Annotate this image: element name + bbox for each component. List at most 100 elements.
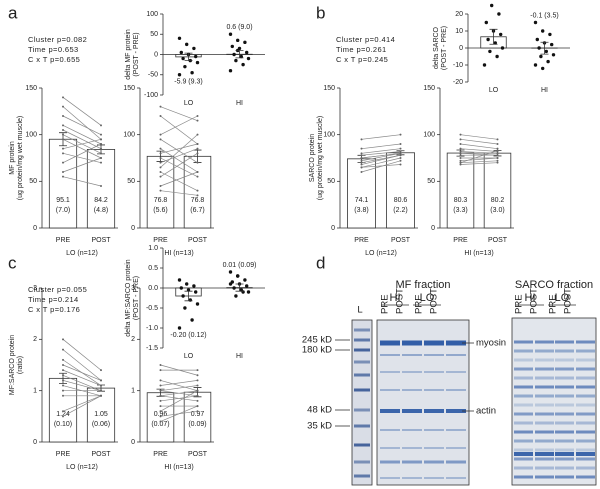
x-axis-label: LO (n=12) — [66, 250, 98, 257]
subject-point — [159, 152, 162, 155]
subject-line — [361, 152, 401, 159]
marker-label: 180 kD — [302, 345, 332, 356]
gel-band — [555, 367, 574, 371]
y-tick-label: -1.0 — [146, 325, 158, 332]
delta-point — [499, 32, 503, 37]
error-label: (3.0) — [490, 207, 504, 214]
value-label: 76.8 — [191, 197, 205, 204]
gel-band — [535, 385, 554, 389]
error-label: (7.0) — [56, 207, 70, 214]
gel-band — [424, 477, 444, 479]
lane-label: POST — [529, 288, 540, 314]
gel-band — [535, 367, 554, 371]
subject-point — [100, 161, 102, 164]
subject-line — [160, 171, 198, 191]
y-axis-label: (POST - PRE) — [133, 32, 140, 76]
x-tick-label: PRE — [354, 237, 369, 244]
delta-point — [181, 56, 185, 61]
subject-line — [361, 160, 401, 173]
y-tick-label: 0 — [131, 439, 135, 446]
gel-band — [446, 460, 466, 464]
error-label: (6.7) — [190, 207, 204, 214]
delta-point — [194, 290, 198, 294]
lane-label: POST — [429, 288, 440, 314]
gel-band — [514, 475, 533, 479]
subject-point — [496, 149, 499, 152]
delta-point — [234, 58, 238, 63]
value-label: 80.6 — [394, 197, 408, 204]
subject-line — [62, 157, 102, 173]
ladder-band — [354, 443, 370, 447]
x-tick-label: PRE — [153, 451, 168, 458]
delta-point — [245, 284, 249, 288]
subject-point — [196, 143, 199, 145]
value-label: 0.97 — [191, 411, 205, 418]
delta-point — [245, 50, 249, 55]
subject-point — [159, 161, 162, 164]
delta-point — [183, 64, 187, 69]
subject-line — [460, 134, 498, 140]
gel-band — [535, 412, 554, 416]
gel-band — [514, 367, 533, 371]
y-tick-label: 1 — [33, 388, 37, 395]
subject-line — [361, 152, 401, 162]
subject-point — [399, 133, 402, 136]
y-tick-label: 0.5 — [148, 265, 158, 272]
gel-band — [380, 409, 400, 413]
subject-point — [62, 147, 64, 150]
y-tick-label: 0 — [331, 225, 335, 232]
group-label: HI — [525, 292, 536, 304]
x-tick-label: HI — [236, 100, 243, 107]
delta-point — [190, 318, 194, 322]
subject-point — [196, 133, 199, 136]
y-axis-label: (ug protein/mg wet muscle) — [317, 116, 324, 200]
x-axis-label: HI (n=13) — [164, 250, 193, 257]
gel-band — [555, 448, 574, 452]
y-tick-label: 50 — [29, 178, 37, 185]
subject-point — [459, 133, 462, 136]
subject-point — [62, 374, 64, 377]
marker-label: 48 kD — [307, 405, 332, 416]
error-label: (0.06) — [92, 421, 110, 428]
x-axis-label: HI (n=13) — [464, 250, 493, 257]
value-label: 1.24 — [56, 411, 70, 418]
y-tick-label: 100 — [25, 132, 37, 139]
subject-line — [62, 152, 102, 164]
subject-line — [160, 134, 198, 168]
y-tick-label: 100 — [323, 132, 335, 139]
subject-point — [159, 157, 162, 159]
stat-annotation: Cluster p=0.082 — [28, 35, 87, 44]
gel-band — [446, 389, 466, 391]
gel-band — [402, 371, 422, 373]
ladder-band — [354, 474, 370, 478]
ladder-band — [354, 338, 370, 342]
gel-band — [576, 394, 595, 398]
y-tick-label: 0.0 — [148, 285, 158, 292]
x-tick-label: PRE — [56, 451, 71, 458]
ladder-lane — [351, 319, 373, 486]
subject-point — [360, 159, 363, 162]
subject-point — [196, 161, 199, 164]
subject-point — [459, 143, 462, 145]
gel-band — [576, 439, 595, 443]
gel-band — [514, 394, 533, 398]
delta-point — [179, 50, 183, 55]
y-tick-label: -20 — [453, 79, 463, 86]
subject-point — [360, 157, 363, 159]
subject-point — [159, 420, 162, 423]
delta-point — [177, 73, 182, 77]
subject-line — [361, 164, 401, 168]
y-tick-label: 0 — [33, 225, 37, 232]
subject-point — [496, 157, 499, 159]
ladder-band — [354, 424, 370, 428]
gel-band — [535, 439, 554, 443]
subject-point — [100, 389, 102, 392]
error-label: (0.07) — [151, 421, 169, 428]
subject-point — [459, 147, 462, 150]
subject-point — [459, 152, 462, 155]
stat-annotation: C x T p=0.176 — [28, 305, 80, 314]
x-tick-label: PRE — [153, 237, 168, 244]
subject-point — [196, 171, 199, 173]
gel-band — [576, 466, 595, 470]
